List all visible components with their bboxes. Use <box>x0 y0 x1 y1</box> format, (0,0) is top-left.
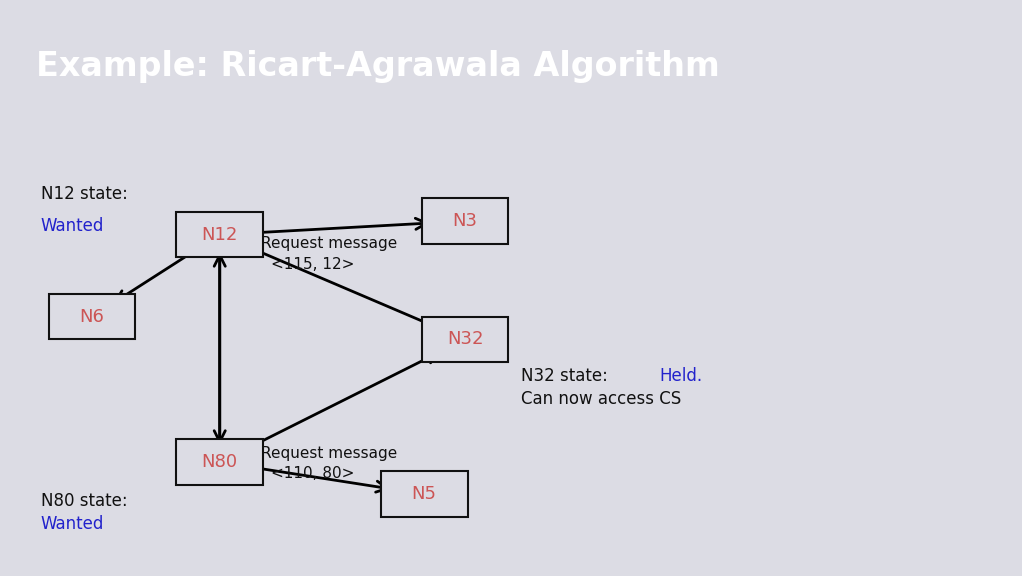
Text: Held.: Held. <box>659 367 702 385</box>
Text: N80 state:: N80 state: <box>41 492 128 510</box>
Text: Wanted: Wanted <box>41 217 104 234</box>
Text: N12: N12 <box>201 226 238 244</box>
Text: N3: N3 <box>453 212 477 230</box>
FancyBboxPatch shape <box>422 198 509 244</box>
Text: N80: N80 <box>201 453 238 471</box>
FancyBboxPatch shape <box>177 439 263 485</box>
Text: N6: N6 <box>80 308 104 325</box>
FancyBboxPatch shape <box>177 212 263 257</box>
Text: Wanted: Wanted <box>41 515 104 533</box>
Text: Can now access CS: Can now access CS <box>521 389 682 408</box>
Text: N12 state:: N12 state: <box>41 185 128 203</box>
Text: N32 state:: N32 state: <box>521 367 613 385</box>
Text: <110, 80>: <110, 80> <box>271 466 355 481</box>
Text: <115, 12>: <115, 12> <box>271 257 355 272</box>
FancyBboxPatch shape <box>49 294 135 339</box>
FancyBboxPatch shape <box>381 471 468 517</box>
Text: N32: N32 <box>447 331 483 348</box>
Text: Request message: Request message <box>261 236 397 251</box>
Text: Request message: Request message <box>261 446 397 461</box>
Text: N5: N5 <box>412 485 436 503</box>
Text: Example: Ricart-Agrawala Algorithm: Example: Ricart-Agrawala Algorithm <box>36 50 719 83</box>
FancyBboxPatch shape <box>422 317 509 362</box>
